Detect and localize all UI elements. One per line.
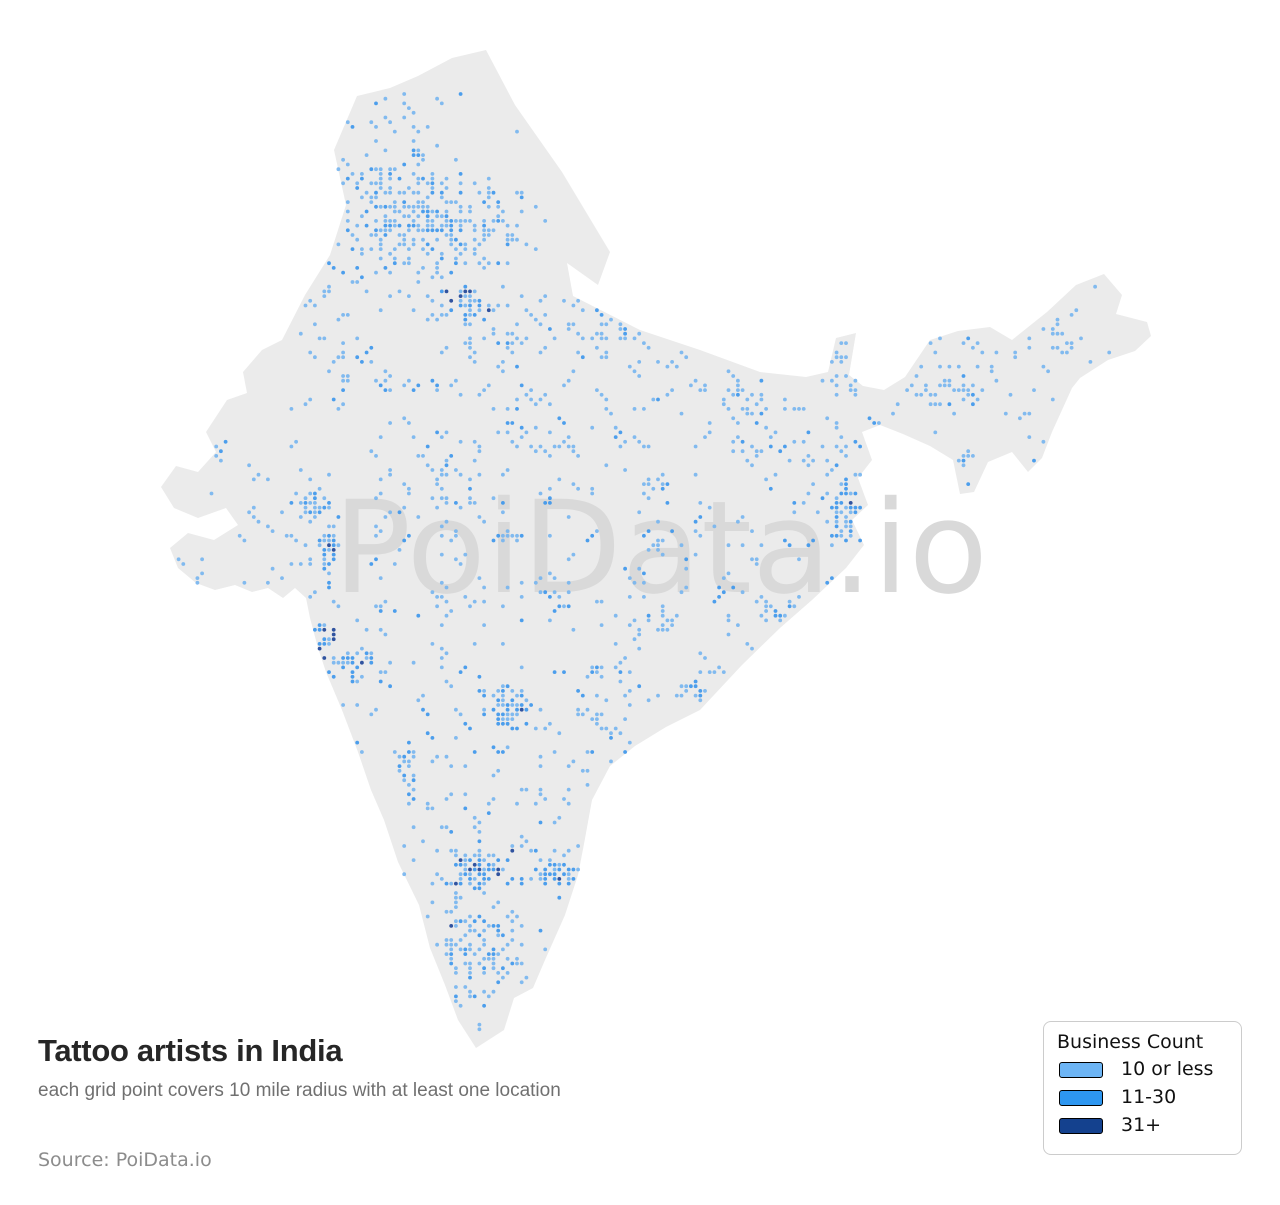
legend-label-high: 31+ [1121, 1114, 1162, 1136]
legend-swatch-high-icon [1059, 1117, 1103, 1134]
source-note: Source: PoiData.io [38, 1149, 212, 1171]
legend: Business Count 10 or less 11-30 31+ [1043, 1021, 1242, 1155]
subtitle: each grid point covers 10 mile radius wi… [38, 1080, 561, 1101]
page-title: Tattoo artists in India [38, 1032, 343, 1068]
legend-swatch-mid-icon [1059, 1089, 1103, 1106]
legend-item-low: 10 or less [1059, 1060, 1229, 1079]
india-landmass [161, 50, 1151, 1048]
legend-item-high: 31+ [1059, 1116, 1229, 1135]
legend-item-mid: 11-30 [1059, 1088, 1229, 1107]
watermark: PoiData.io [333, 474, 988, 623]
dot-grid [176, 92, 1112, 1032]
legend-label-mid: 11-30 [1121, 1086, 1177, 1108]
legend-swatch-low-icon [1059, 1061, 1103, 1078]
legend-label-low: 10 or less [1121, 1058, 1214, 1080]
legend-title: Business Count [1057, 1031, 1204, 1053]
